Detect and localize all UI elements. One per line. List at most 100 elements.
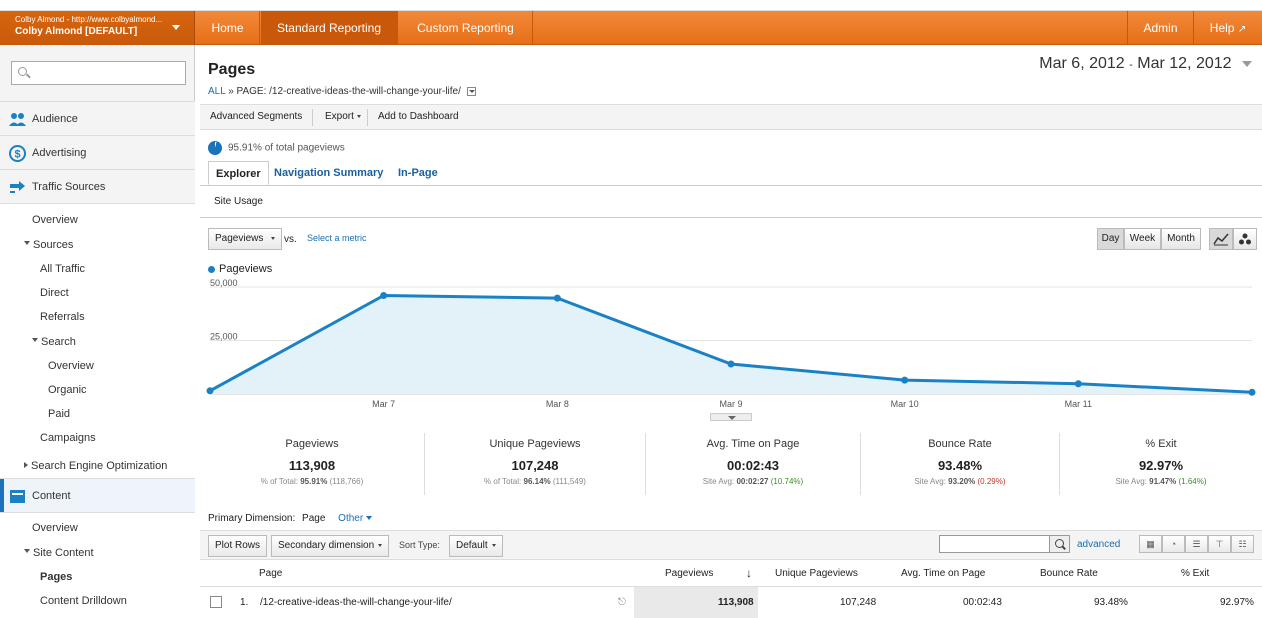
- sidebar-content[interactable]: Content: [0, 478, 195, 513]
- triangle-down-icon: [24, 241, 30, 246]
- col-header-exit[interactable]: % Exit: [1181, 568, 1210, 579]
- breadcrumb-page: PAGE: /12-creative-ideas-the-will-change…: [236, 86, 461, 97]
- nav-admin[interactable]: Admin: [1127, 11, 1194, 45]
- motion-chart-button[interactable]: [1233, 228, 1257, 250]
- pie-icon: [208, 141, 222, 155]
- x-tick-label: Mar 10: [891, 399, 919, 409]
- day-button[interactable]: Day: [1097, 228, 1124, 250]
- data-point[interactable]: [727, 360, 735, 368]
- pivot-view-button[interactable]: ☷: [1231, 535, 1254, 553]
- row-page-link[interactable]: /12-creative-ideas-the-will-change-your-…: [260, 597, 452, 608]
- performance-view-button[interactable]: ☰: [1185, 535, 1208, 553]
- sidebar-search-input[interactable]: [32, 65, 182, 81]
- advanced-filter-link[interactable]: advanced: [1077, 539, 1121, 550]
- data-point[interactable]: [553, 294, 561, 302]
- account-selector[interactable]: Colby Almond - http://www.colbyalmond...…: [0, 11, 195, 45]
- sidebar-item-sources[interactable]: Sources: [24, 239, 73, 251]
- scorecard-sub-prefix: Site Avg:: [914, 477, 946, 486]
- export-button[interactable]: Export: [325, 111, 361, 122]
- scorecard-sub-paren: (118,766): [329, 477, 364, 486]
- sidebar-item-paid[interactable]: Paid: [48, 408, 71, 420]
- week-button[interactable]: Week: [1124, 228, 1161, 250]
- sidebar-item-direct[interactable]: Direct: [40, 287, 69, 299]
- nav-standard-reporting[interactable]: Standard Reporting: [261, 11, 398, 45]
- col-header-page[interactable]: Page: [259, 568, 283, 579]
- sidebar-advertising[interactable]: $ Advertising: [0, 135, 195, 169]
- sidebar-search[interactable]: [11, 61, 186, 85]
- search-icon[interactable]: [1049, 536, 1069, 552]
- row-exit: 92.97%: [1220, 597, 1254, 608]
- sidebar-audience[interactable]: Audience: [0, 101, 195, 135]
- sidebar-item-overview[interactable]: Overview: [32, 214, 78, 226]
- legend-dot: [208, 265, 215, 273]
- primary-dimension-value[interactable]: Page: [302, 513, 326, 524]
- scorecard[interactable]: Avg. Time on Page 00:02:43 Site Avg: 00:02…: [646, 433, 861, 495]
- sidebar-item-seo[interactable]: Search Engine Optimization: [24, 460, 167, 472]
- sidebar-item-search-label: Search: [41, 336, 76, 348]
- sidebar-item-search[interactable]: Search: [32, 336, 76, 348]
- tab-explorer[interactable]: Explorer: [208, 161, 269, 185]
- add-to-dashboard-button[interactable]: Add to Dashboard: [378, 111, 459, 122]
- tab-in-page[interactable]: In-Page: [398, 167, 438, 179]
- scorecard-sub-value: 95.91%: [300, 477, 328, 486]
- sidebar-item-site-content[interactable]: Site Content: [24, 547, 94, 559]
- scorecard[interactable]: Pageviews 113,908 % of Total: 95.91% (118,…: [200, 433, 425, 495]
- col-header-bounce-rate[interactable]: Bounce Rate: [1040, 568, 1098, 579]
- scorecard[interactable]: Bounce Rate 93.48% Site Avg: 93.20% (0.29%…: [861, 433, 1060, 495]
- sort-type-label: Sort Type:: [399, 540, 440, 550]
- scorecard-subtext: Site Avg: 00:02:27 (10.74%): [646, 477, 860, 486]
- date-start: Mar 6, 2012: [1039, 55, 1125, 72]
- tab-navigation-summary[interactable]: Navigation Summary: [274, 167, 384, 179]
- nav-help[interactable]: Help ↗: [1194, 11, 1262, 45]
- plot-rows-button[interactable]: Plot Rows: [208, 535, 268, 557]
- sidebar-item-content-drilldown[interactable]: Content Drilldown: [40, 595, 127, 607]
- breadcrumb-dropdown-icon[interactable]: [466, 86, 476, 96]
- metric-select[interactable]: Pageviews: [208, 228, 283, 250]
- col-header-avg-time[interactable]: Avg. Time on Page: [901, 568, 986, 579]
- sidebar-item-campaigns[interactable]: Campaigns: [40, 432, 96, 444]
- nav-home[interactable]: Home: [196, 11, 260, 45]
- table-view-button[interactable]: ▦: [1139, 535, 1162, 553]
- external-link-icon[interactable]: ⎋: [618, 597, 626, 608]
- sort-arrow-down-icon[interactable]: ↓: [746, 566, 752, 580]
- date-range-picker[interactable]: Mar 6, 2012 - Mar 12, 2012: [1039, 55, 1252, 73]
- chevron-down-icon: [491, 543, 496, 547]
- data-point[interactable]: [206, 387, 214, 395]
- comparison-view-button[interactable]: ⊤: [1208, 535, 1231, 553]
- sidebar-item-organic[interactable]: Organic: [48, 384, 87, 396]
- row-checkbox[interactable]: [210, 596, 222, 608]
- data-point[interactable]: [901, 376, 909, 384]
- subtab-site-usage[interactable]: Site Usage: [214, 196, 263, 207]
- sidebar-item-site-content-label: Site Content: [33, 547, 94, 559]
- secondary-dimension-select[interactable]: Secondary dimension: [271, 535, 390, 557]
- data-point[interactable]: [1248, 388, 1256, 396]
- scorecard[interactable]: Unique Pageviews 107,248 % of Total: 96.14…: [425, 433, 646, 495]
- table-search-input[interactable]: [940, 536, 1048, 552]
- month-button[interactable]: Month: [1161, 228, 1201, 250]
- sidebar-traffic-sources[interactable]: Traffic Sources: [0, 169, 195, 203]
- advanced-segments-button[interactable]: Advanced Segments: [210, 111, 303, 122]
- sidebar-item-pages[interactable]: Pages: [40, 571, 73, 583]
- sidebar-item-referrals[interactable]: Referrals: [40, 311, 85, 323]
- search-icon: [18, 67, 27, 76]
- scorecard[interactable]: % Exit 92.97% Site Avg: 91.47% (1.64%): [1060, 433, 1262, 495]
- sidebar-item-search-overview[interactable]: Overview: [48, 360, 94, 372]
- sidebar-item-all-traffic[interactable]: All Traffic: [40, 263, 86, 275]
- data-point[interactable]: [1074, 380, 1082, 388]
- nav-custom-reporting[interactable]: Custom Reporting: [399, 11, 533, 45]
- col-header-unique-pageviews[interactable]: Unique Pageviews: [775, 568, 858, 579]
- col-header-pageviews[interactable]: Pageviews: [665, 568, 714, 579]
- table-toolbar: Plot Rows Secondary dimension Sort Type:…: [200, 530, 1262, 560]
- chart-resize-grip[interactable]: [710, 413, 752, 421]
- row-bounce-rate: 93.48%: [1094, 597, 1128, 608]
- sidebar-item-content-overview[interactable]: Overview: [32, 522, 78, 534]
- sort-type-select[interactable]: Default: [449, 535, 503, 557]
- data-point[interactable]: [380, 292, 388, 300]
- select-metric-link[interactable]: Select a metric: [307, 233, 367, 243]
- other-dimension-link[interactable]: Other: [338, 513, 373, 524]
- breadcrumb-separator: »: [228, 86, 234, 97]
- chevron-down-icon: [1242, 60, 1252, 67]
- pie-view-button[interactable]: ◔: [1162, 535, 1185, 553]
- breadcrumb-all-link[interactable]: ALL: [208, 86, 226, 97]
- line-chart-button[interactable]: [1209, 228, 1233, 250]
